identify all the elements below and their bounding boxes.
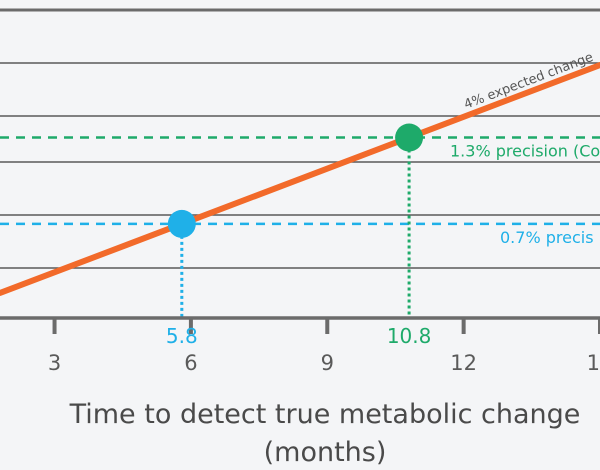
series-layer xyxy=(0,62,600,296)
marker-points xyxy=(167,123,424,238)
x-axis: 3 6 9 12 15 xyxy=(0,316,600,375)
detection-point xyxy=(395,123,424,152)
precision-label: 1.3% precision (Co xyxy=(450,142,600,161)
series-label: 4% expected change xyxy=(462,50,595,113)
precision-label: 0.7% precis xyxy=(500,228,594,247)
detection-value-label: 10.8 xyxy=(387,324,432,348)
x-tick-label: 3 xyxy=(48,351,61,375)
x-axis-title-line2: (months) xyxy=(264,437,387,468)
x-tick-label: 15 xyxy=(587,351,600,375)
grid xyxy=(0,8,600,269)
x-tick-label: 12 xyxy=(450,351,477,375)
detection-point xyxy=(167,209,196,238)
x-tick-label: 6 xyxy=(184,351,197,375)
detection-value-label: 5.8 xyxy=(166,324,198,348)
detection-drop-lines xyxy=(180,137,411,318)
expected-change-line xyxy=(0,62,600,296)
x-tick-label: 9 xyxy=(321,351,334,375)
precision-reference-lines xyxy=(0,136,600,226)
x-axis-title-line1: Time to detect true metabolic change xyxy=(69,399,581,430)
annotations: 10.8 1.3% precision (Co 5.8 0.7% precis 4% e… xyxy=(166,50,600,348)
